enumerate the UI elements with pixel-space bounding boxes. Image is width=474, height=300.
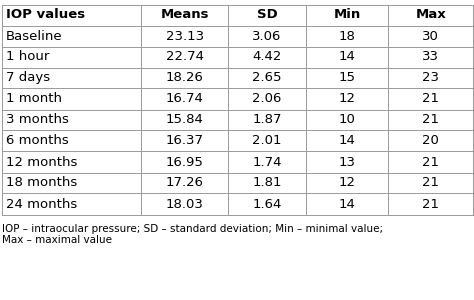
Text: 22.74: 22.74	[166, 50, 204, 64]
Text: 14: 14	[339, 50, 356, 64]
Text: 16.74: 16.74	[166, 92, 204, 106]
Text: 15.84: 15.84	[166, 113, 204, 127]
Text: 21: 21	[422, 92, 439, 106]
Text: 12 months: 12 months	[6, 155, 78, 169]
Text: 10: 10	[339, 113, 356, 127]
Text: Baseline: Baseline	[6, 29, 63, 43]
Text: 18 months: 18 months	[6, 176, 77, 190]
Text: 33: 33	[422, 50, 439, 64]
Text: 24 months: 24 months	[6, 197, 77, 211]
Text: 3.06: 3.06	[253, 29, 282, 43]
Text: 23: 23	[422, 71, 439, 85]
Text: 18.03: 18.03	[166, 197, 204, 211]
Text: 16.37: 16.37	[166, 134, 204, 148]
Text: 3 months: 3 months	[6, 113, 69, 127]
Text: 1 hour: 1 hour	[6, 50, 49, 64]
Text: 21: 21	[422, 197, 439, 211]
Text: 23.13: 23.13	[166, 29, 204, 43]
Text: 18.26: 18.26	[166, 71, 204, 85]
Text: 21: 21	[422, 113, 439, 127]
Bar	[2, 4, 473, 214]
Text: 2.01: 2.01	[252, 134, 282, 148]
Text: IOP – intraocular pressure; SD – standard deviation; Min – minimal value;
Max – : IOP – intraocular pressure; SD – standar…	[2, 224, 383, 245]
Text: 6 months: 6 months	[6, 134, 69, 148]
Text: 7 days: 7 days	[6, 71, 50, 85]
Text: 12: 12	[338, 92, 356, 106]
Text: 18: 18	[339, 29, 356, 43]
Text: SD: SD	[257, 8, 277, 22]
Text: 1.87: 1.87	[252, 113, 282, 127]
Text: 14: 14	[339, 197, 356, 211]
Text: 21: 21	[422, 155, 439, 169]
Text: 17.26: 17.26	[166, 176, 204, 190]
Text: 12: 12	[338, 176, 356, 190]
Text: 1.81: 1.81	[252, 176, 282, 190]
Text: 20: 20	[422, 134, 439, 148]
Text: 1 month: 1 month	[6, 92, 62, 106]
Text: 1.64: 1.64	[253, 197, 282, 211]
Text: 2.65: 2.65	[252, 71, 282, 85]
Text: 13: 13	[338, 155, 356, 169]
Text: 16.95: 16.95	[166, 155, 204, 169]
Text: Means: Means	[161, 8, 209, 22]
Text: 30: 30	[422, 29, 439, 43]
Text: 4.42: 4.42	[253, 50, 282, 64]
Text: IOP values: IOP values	[6, 8, 85, 22]
Text: 14: 14	[339, 134, 356, 148]
Text: 2.06: 2.06	[253, 92, 282, 106]
Text: 21: 21	[422, 176, 439, 190]
Text: 15: 15	[338, 71, 356, 85]
Text: 1.74: 1.74	[252, 155, 282, 169]
Text: Max: Max	[415, 8, 446, 22]
Text: Min: Min	[334, 8, 361, 22]
